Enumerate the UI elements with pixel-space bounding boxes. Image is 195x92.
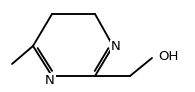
Text: N: N	[45, 74, 55, 86]
Text: N: N	[111, 40, 121, 54]
Text: OH: OH	[158, 49, 178, 62]
